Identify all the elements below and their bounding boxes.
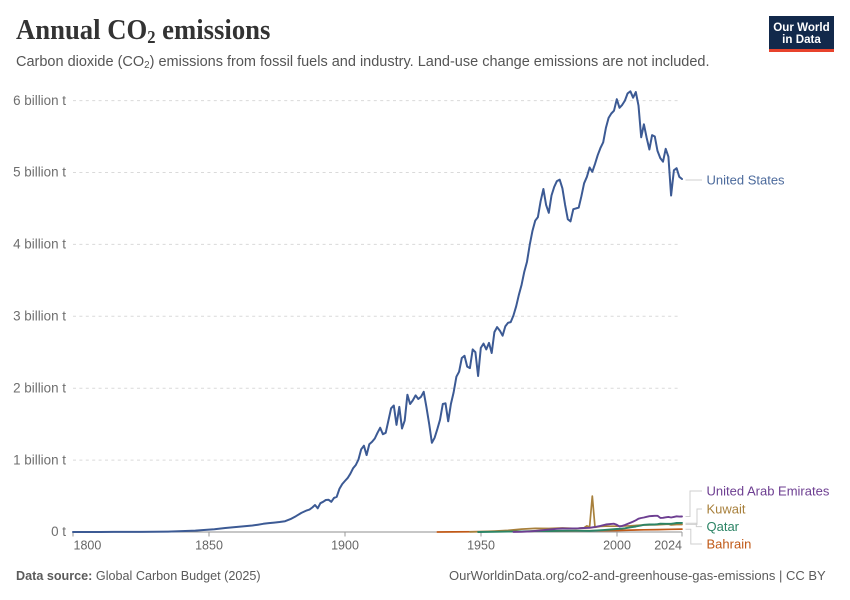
svg-text:1900: 1900 [331,539,359,553]
svg-text:1950: 1950 [467,539,495,553]
svg-text:0 t: 0 t [51,524,66,539]
svg-text:1850: 1850 [195,539,223,553]
svg-text:2024: 2024 [654,539,682,553]
svg-text:5 billion t: 5 billion t [13,165,66,180]
svg-text:4 billion t: 4 billion t [13,237,66,252]
svg-text:6 billion t: 6 billion t [13,93,66,108]
svg-text:United States: United States [707,172,786,187]
svg-text:Bahrain: Bahrain [707,536,752,551]
svg-text:2000: 2000 [603,539,631,553]
svg-text:1800: 1800 [74,539,102,553]
svg-text:Qatar: Qatar [707,519,740,534]
svg-text:3 billion t: 3 billion t [13,309,66,324]
svg-text:2 billion t: 2 billion t [13,380,66,395]
svg-text:Kuwait: Kuwait [707,501,746,516]
svg-text:United Arab Emirates: United Arab Emirates [707,483,830,498]
svg-text:1 billion t: 1 billion t [13,452,66,467]
